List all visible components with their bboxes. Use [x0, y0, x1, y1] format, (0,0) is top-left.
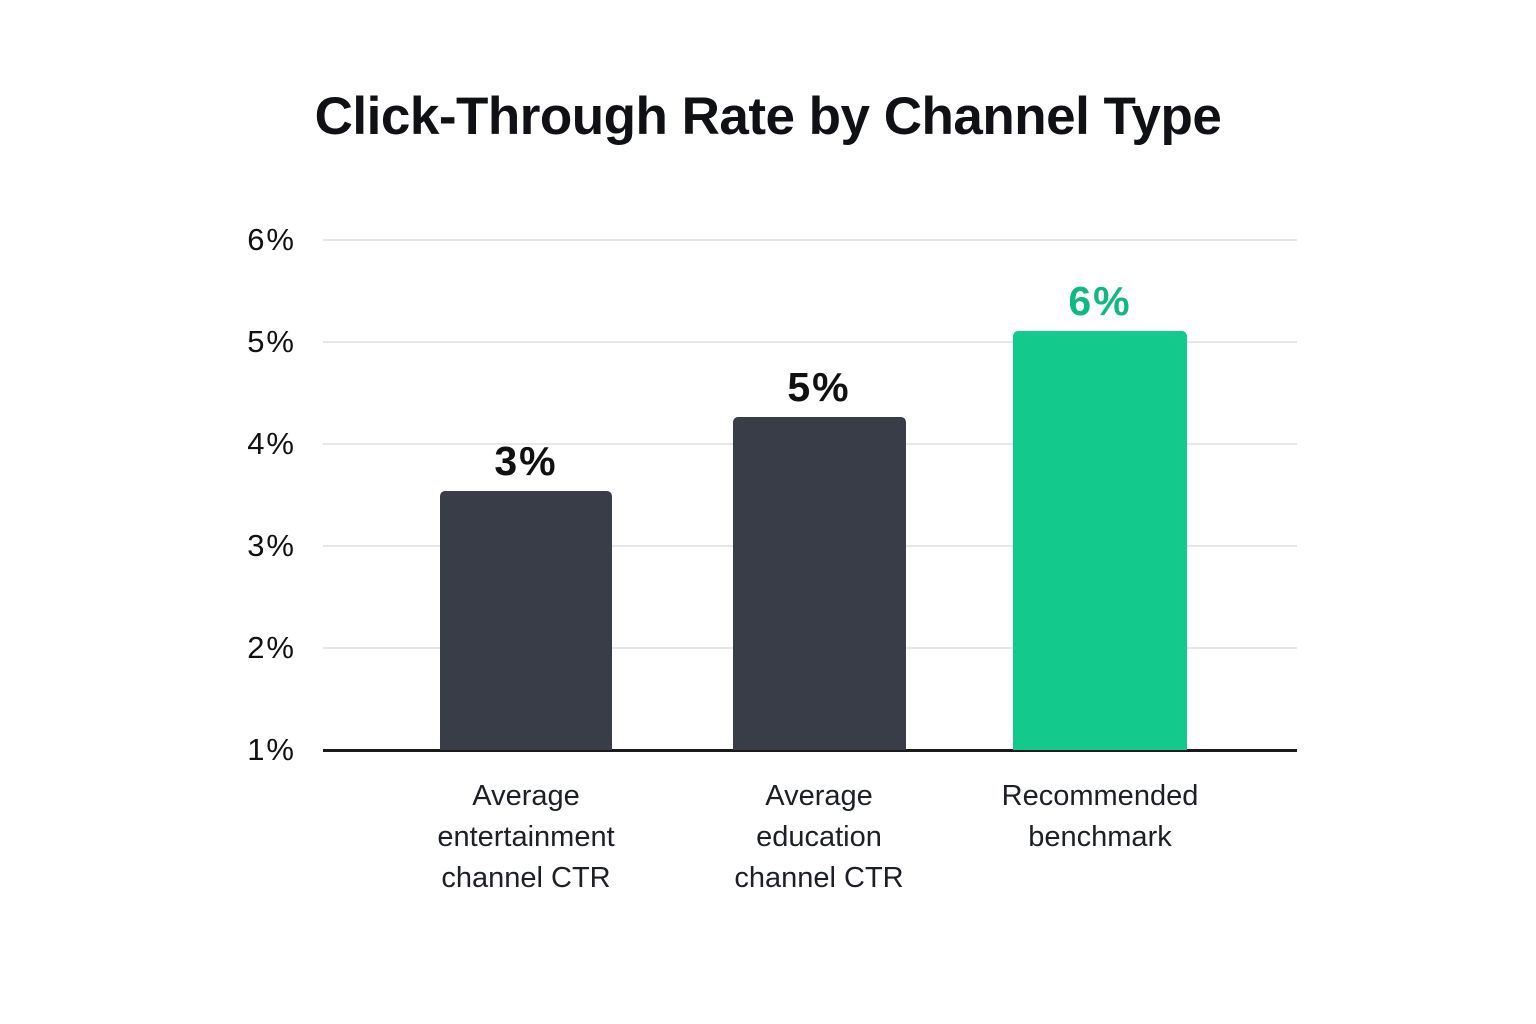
bar-average-education-ctr — [733, 417, 906, 750]
y-tick-6pct: 6% — [247, 222, 296, 257]
x-axis-line — [323, 749, 1297, 752]
gridline-6pct — [323, 239, 1297, 241]
category-label-benchmark: Recommended benchmark — [1001, 780, 1199, 853]
value-label-education: 5% — [787, 364, 851, 410]
y-tick-3pct: 3% — [247, 528, 296, 563]
y-tick-1pct: 1% — [247, 732, 296, 767]
y-tick-5pct: 5% — [247, 324, 296, 359]
gridline-5pct — [323, 341, 1297, 343]
value-label-entertainment: 3% — [494, 438, 558, 484]
y-tick-4pct: 4% — [247, 426, 296, 461]
bar-recommended-benchmark — [1013, 331, 1187, 750]
y-tick-2pct: 2% — [247, 630, 296, 665]
category-label-education: Average education channel CTR — [734, 780, 904, 894]
value-label-benchmark: 6% — [1068, 278, 1132, 324]
bar-average-entertainment-ctr — [440, 491, 612, 750]
category-label-entertainment: Average entertainment channel CTR — [437, 780, 615, 894]
chart-title: Click-Through Rate by Channel Type — [314, 87, 1222, 146]
